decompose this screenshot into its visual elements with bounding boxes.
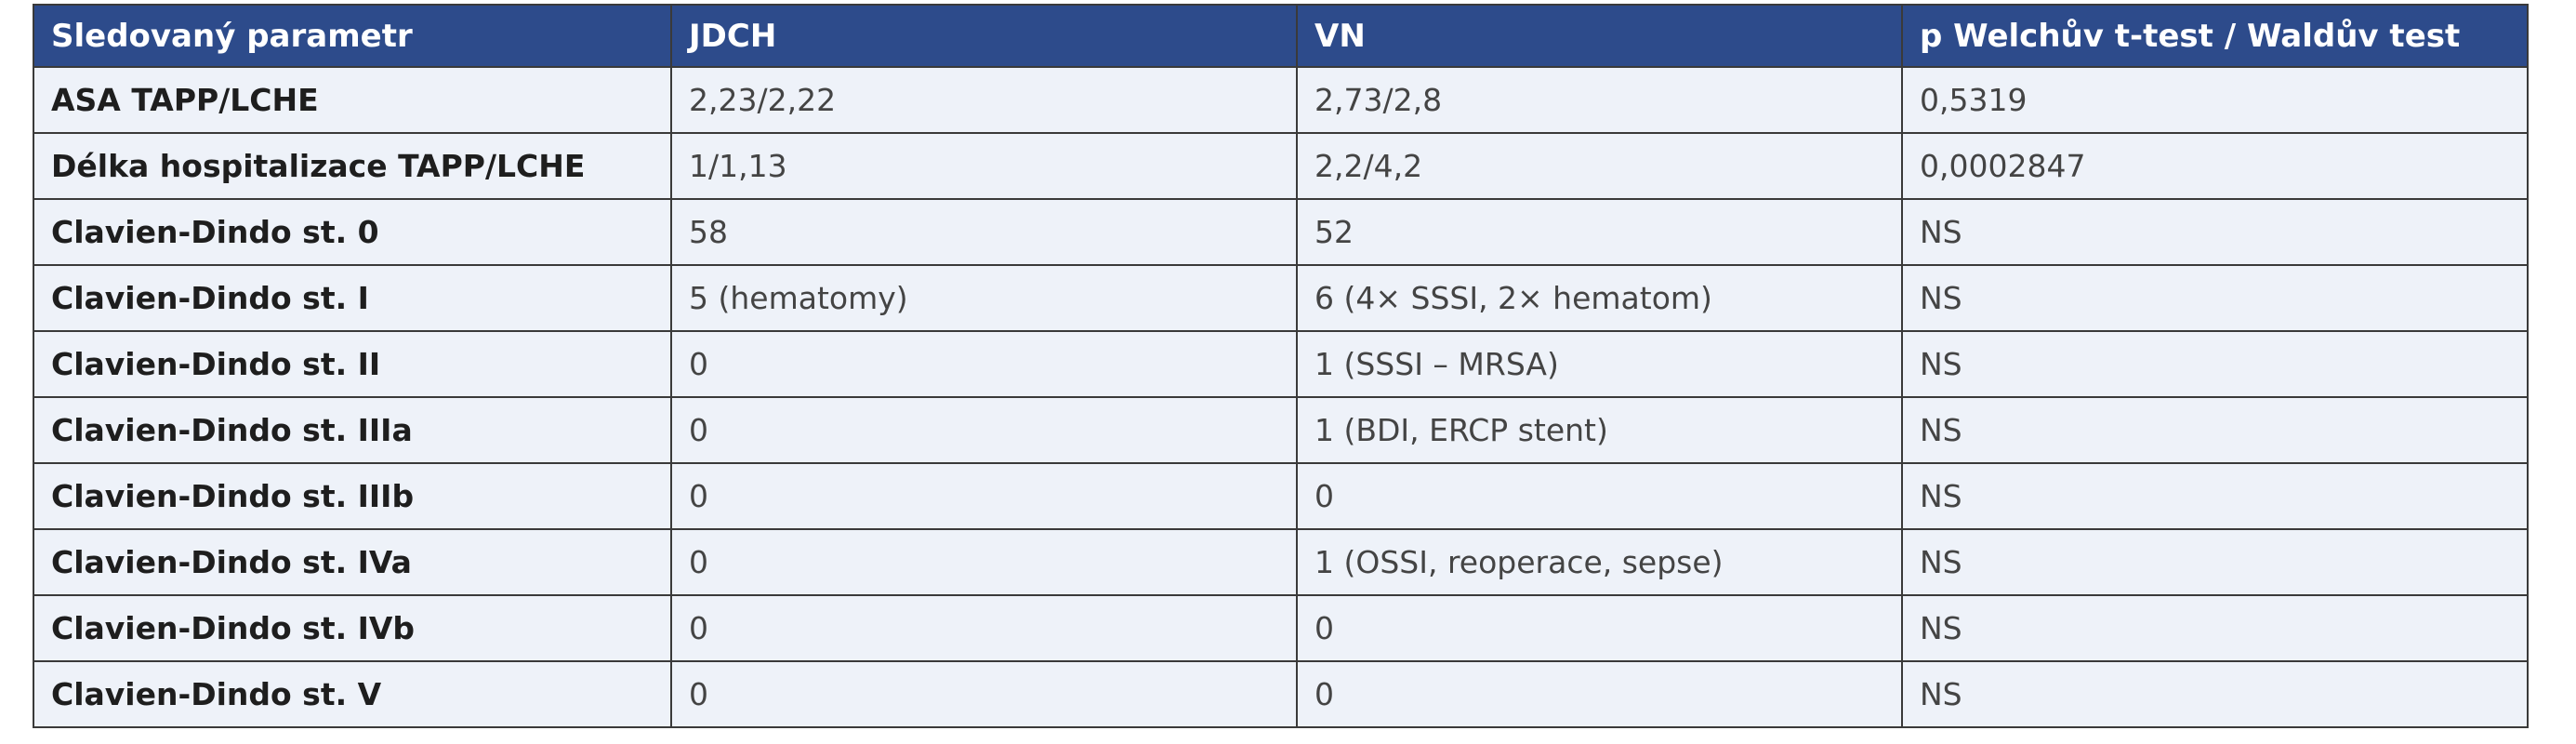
table-cell: 0,0002847	[1901, 132, 2529, 200]
table-cell: 0	[670, 462, 1298, 530]
row-label: Clavien-Dindo st. IIIa	[33, 396, 672, 464]
header-row: Sledovaný parametr JDCH VN p Welchův t-test…	[33, 4, 2529, 68]
table-body: ASA TAPP/LCHE 2,23/2,22 2,73/2,8 0,5319 Délk…	[33, 66, 2529, 728]
table-cell: 0	[1296, 462, 1903, 530]
header-cell: Sledovaný parametr	[33, 4, 672, 68]
table-cell: NS	[1901, 330, 2529, 398]
table-cell: 0	[1296, 660, 1903, 728]
table-row: Clavien-Dindo st. IIIb 0 0 NS	[33, 462, 2529, 530]
row-label: Clavien-Dindo st. I	[33, 264, 672, 332]
table-cell: 0	[670, 594, 1298, 662]
table-row: Clavien-Dindo st. IIIa 0 1 (BDI, ERCP sten…	[33, 396, 2529, 464]
table-cell: 0	[670, 660, 1298, 728]
row-label: Clavien-Dindo st. IIIb	[33, 462, 672, 530]
table-cell: NS	[1901, 528, 2529, 596]
row-label: Délka hospitalizace TAPP/LCHE	[33, 132, 672, 200]
table-cell: NS	[1901, 594, 2529, 662]
table-cell: NS	[1901, 198, 2529, 266]
table-row: ASA TAPP/LCHE 2,23/2,22 2,73/2,8 0,5319	[33, 66, 2529, 134]
table-cell: 2,23/2,22	[670, 66, 1298, 134]
table-cell: 58	[670, 198, 1298, 266]
table-cell: 2,2/4,2	[1296, 132, 1903, 200]
table-row: Clavien-Dindo st. 0 58 52 NS	[33, 198, 2529, 266]
table-row: Clavien-Dindo st. II 0 1 (SSSI – MRSA) NS	[33, 330, 2529, 398]
header-cell: VN	[1296, 4, 1903, 68]
table-cell: 0,5319	[1901, 66, 2529, 134]
row-label: Clavien-Dindo st. V	[33, 660, 672, 728]
table-row: Clavien-Dindo st. V 0 0 NS	[33, 660, 2529, 728]
row-label: Clavien-Dindo st. IVb	[33, 594, 672, 662]
table-row: Clavien-Dindo st. IVa 0 1 (OSSI, reoperace…	[33, 528, 2529, 596]
table-cell: 6 (4× SSSI, 2× hematom)	[1296, 264, 1903, 332]
table-cell: 0	[670, 330, 1298, 398]
row-label: Clavien-Dindo st. IVa	[33, 528, 672, 596]
results-table: Sledovaný parametr JDCH VN p Welchův t-test…	[33, 4, 2529, 728]
table-cell: 1 (SSSI – MRSA)	[1296, 330, 1903, 398]
table-row: Clavien-Dindo st. IVb 0 0 NS	[33, 594, 2529, 662]
table-cell: 5 (hematomy)	[670, 264, 1298, 332]
row-label: Clavien-Dindo st. II	[33, 330, 672, 398]
table-cell: 1/1,13	[670, 132, 1298, 200]
table-cell: NS	[1901, 462, 2529, 530]
table-row: Délka hospitalizace TAPP/LCHE 1/1,13 2,2/4…	[33, 132, 2529, 200]
table-cell: 0	[1296, 594, 1903, 662]
header-cell: p Welchův t-test / Waldův test	[1901, 4, 2529, 68]
table-cell: NS	[1901, 396, 2529, 464]
table-cell: 0	[670, 528, 1298, 596]
table-cell: NS	[1901, 660, 2529, 728]
row-label: ASA TAPP/LCHE	[33, 66, 672, 134]
table-cell: NS	[1901, 264, 2529, 332]
table-cell: 1 (BDI, ERCP stent)	[1296, 396, 1903, 464]
table-cell: 52	[1296, 198, 1903, 266]
header-cell: JDCH	[670, 4, 1298, 68]
table-cell: 0	[670, 396, 1298, 464]
table-cell: 1 (OSSI, reoperace, sepse)	[1296, 528, 1903, 596]
row-label: Clavien-Dindo st. 0	[33, 198, 672, 266]
table-cell: 2,73/2,8	[1296, 66, 1903, 134]
